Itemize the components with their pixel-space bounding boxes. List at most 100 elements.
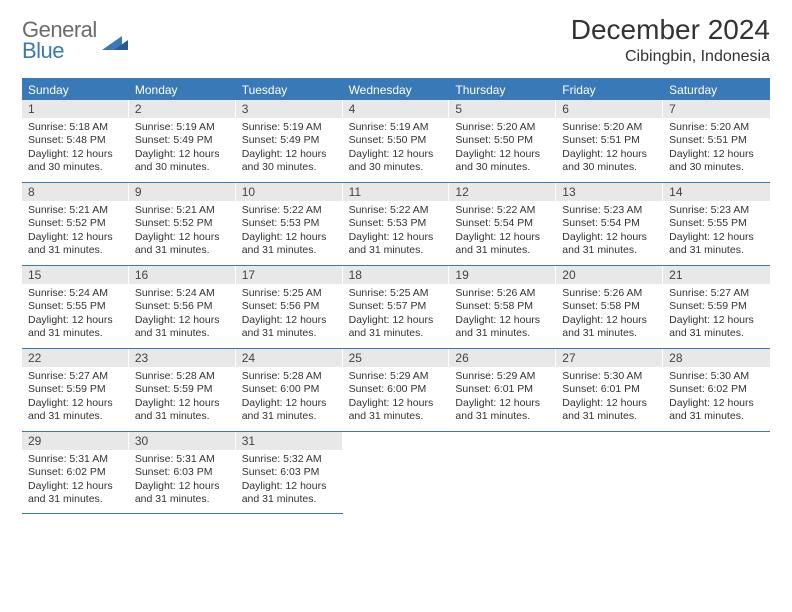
daylight-line: Daylight: 12 hours and 31 minutes. (562, 314, 657, 341)
day-number: 11 (343, 183, 450, 201)
weekday-header: Tuesday (236, 80, 343, 100)
day-number: 22 (22, 349, 129, 367)
week-row: 1Sunrise: 5:18 AMSunset: 5:48 PMDaylight… (22, 100, 770, 183)
day-number: 23 (129, 349, 236, 367)
day-number: 25 (343, 349, 450, 367)
day-body: Sunrise: 5:21 AMSunset: 5:52 PMDaylight:… (22, 201, 129, 264)
day-cell: 7Sunrise: 5:20 AMSunset: 5:51 PMDaylight… (663, 100, 770, 182)
day-body: Sunrise: 5:22 AMSunset: 5:53 PMDaylight:… (343, 201, 450, 264)
daylight-line: Daylight: 12 hours and 30 minutes. (669, 148, 764, 175)
weeks-container: 1Sunrise: 5:18 AMSunset: 5:48 PMDaylight… (22, 100, 770, 514)
day-number: 16 (129, 266, 236, 284)
day-cell: 10Sunrise: 5:22 AMSunset: 5:53 PMDayligh… (236, 183, 343, 265)
daylight-line: Daylight: 12 hours and 30 minutes. (562, 148, 657, 175)
day-body: Sunrise: 5:19 AMSunset: 5:49 PMDaylight:… (236, 118, 343, 181)
daylight-line: Daylight: 12 hours and 31 minutes. (28, 480, 123, 507)
weekday-header: Monday (129, 80, 236, 100)
sunrise-line: Sunrise: 5:31 AM (135, 453, 230, 466)
daylight-line: Daylight: 12 hours and 31 minutes. (135, 314, 230, 341)
day-body: Sunrise: 5:22 AMSunset: 5:54 PMDaylight:… (449, 201, 556, 264)
day-number: 2 (129, 100, 236, 118)
day-number: 6 (556, 100, 663, 118)
header: General Blue December 2024 Cibingbin, In… (22, 14, 770, 66)
day-body: Sunrise: 5:30 AMSunset: 6:01 PMDaylight:… (556, 367, 663, 430)
day-number: 7 (663, 100, 770, 118)
day-body: Sunrise: 5:20 AMSunset: 5:51 PMDaylight:… (663, 118, 770, 181)
daylight-line: Daylight: 12 hours and 31 minutes. (242, 231, 337, 258)
sunset-line: Sunset: 5:56 PM (135, 300, 230, 313)
day-body: Sunrise: 5:19 AMSunset: 5:50 PMDaylight:… (343, 118, 450, 181)
daylight-line: Daylight: 12 hours and 31 minutes. (135, 397, 230, 424)
sunrise-line: Sunrise: 5:19 AM (135, 121, 230, 134)
day-body: Sunrise: 5:19 AMSunset: 5:49 PMDaylight:… (129, 118, 236, 181)
day-number: 29 (22, 432, 129, 450)
weekday-header: Wednesday (343, 80, 450, 100)
daylight-line: Daylight: 12 hours and 31 minutes. (455, 314, 550, 341)
sunrise-line: Sunrise: 5:28 AM (135, 370, 230, 383)
day-body: Sunrise: 5:27 AMSunset: 5:59 PMDaylight:… (22, 367, 129, 430)
day-number: 27 (556, 349, 663, 367)
day-body: Sunrise: 5:28 AMSunset: 6:00 PMDaylight:… (236, 367, 343, 430)
day-body: Sunrise: 5:18 AMSunset: 5:48 PMDaylight:… (22, 118, 129, 181)
day-number: 3 (236, 100, 343, 118)
daylight-line: Daylight: 12 hours and 31 minutes. (669, 314, 764, 341)
daylight-line: Daylight: 12 hours and 31 minutes. (135, 231, 230, 258)
sunrise-line: Sunrise: 5:21 AM (135, 204, 230, 217)
day-cell: . (343, 432, 450, 514)
day-cell: 21Sunrise: 5:27 AMSunset: 5:59 PMDayligh… (663, 266, 770, 348)
day-number: 30 (129, 432, 236, 450)
day-cell: 11Sunrise: 5:22 AMSunset: 5:53 PMDayligh… (343, 183, 450, 265)
sunrise-line: Sunrise: 5:26 AM (455, 287, 550, 300)
sunrise-line: Sunrise: 5:20 AM (455, 121, 550, 134)
day-cell: 20Sunrise: 5:26 AMSunset: 5:58 PMDayligh… (556, 266, 663, 348)
day-cell: 29Sunrise: 5:31 AMSunset: 6:02 PMDayligh… (22, 432, 129, 514)
sunset-line: Sunset: 5:55 PM (669, 217, 764, 230)
sunrise-line: Sunrise: 5:32 AM (242, 453, 337, 466)
daylight-line: Daylight: 12 hours and 31 minutes. (349, 231, 444, 258)
logo-text: General Blue (22, 20, 97, 61)
day-cell: . (663, 432, 770, 514)
sunrise-line: Sunrise: 5:24 AM (28, 287, 123, 300)
day-body: Sunrise: 5:32 AMSunset: 6:03 PMDaylight:… (236, 450, 343, 513)
sunrise-line: Sunrise: 5:23 AM (669, 204, 764, 217)
day-number: 5 (449, 100, 556, 118)
sunrise-line: Sunrise: 5:26 AM (562, 287, 657, 300)
sunset-line: Sunset: 5:50 PM (455, 134, 550, 147)
sunset-line: Sunset: 5:53 PM (349, 217, 444, 230)
day-cell: 24Sunrise: 5:28 AMSunset: 6:00 PMDayligh… (236, 349, 343, 431)
day-body: Sunrise: 5:25 AMSunset: 5:57 PMDaylight:… (343, 284, 450, 347)
day-number: 9 (129, 183, 236, 201)
day-body: Sunrise: 5:28 AMSunset: 5:59 PMDaylight:… (129, 367, 236, 430)
sunrise-line: Sunrise: 5:25 AM (242, 287, 337, 300)
day-cell: 23Sunrise: 5:28 AMSunset: 5:59 PMDayligh… (129, 349, 236, 431)
sunset-line: Sunset: 5:48 PM (28, 134, 123, 147)
week-row: 22Sunrise: 5:27 AMSunset: 5:59 PMDayligh… (22, 349, 770, 432)
day-number: 8 (22, 183, 129, 201)
day-body: Sunrise: 5:24 AMSunset: 5:56 PMDaylight:… (129, 284, 236, 347)
daylight-line: Daylight: 12 hours and 31 minutes. (669, 397, 764, 424)
day-cell: 5Sunrise: 5:20 AMSunset: 5:50 PMDaylight… (449, 100, 556, 182)
sunset-line: Sunset: 5:52 PM (28, 217, 123, 230)
day-body: Sunrise: 5:29 AMSunset: 6:00 PMDaylight:… (343, 367, 450, 430)
weekday-header: Friday (556, 80, 663, 100)
sunrise-line: Sunrise: 5:23 AM (562, 204, 657, 217)
day-number: 10 (236, 183, 343, 201)
daylight-line: Daylight: 12 hours and 31 minutes. (242, 314, 337, 341)
sunset-line: Sunset: 5:54 PM (562, 217, 657, 230)
day-cell: 6Sunrise: 5:20 AMSunset: 5:51 PMDaylight… (556, 100, 663, 182)
sunrise-line: Sunrise: 5:18 AM (28, 121, 123, 134)
day-body: Sunrise: 5:27 AMSunset: 5:59 PMDaylight:… (663, 284, 770, 347)
day-number: 4 (343, 100, 450, 118)
sunset-line: Sunset: 5:58 PM (562, 300, 657, 313)
week-row: 29Sunrise: 5:31 AMSunset: 6:02 PMDayligh… (22, 432, 770, 514)
daylight-line: Daylight: 12 hours and 31 minutes. (562, 397, 657, 424)
sunrise-line: Sunrise: 5:20 AM (669, 121, 764, 134)
sunset-line: Sunset: 5:53 PM (242, 217, 337, 230)
logo-text-blue: Blue (22, 38, 64, 63)
month-title: December 2024 (571, 14, 770, 46)
day-body: Sunrise: 5:23 AMSunset: 5:55 PMDaylight:… (663, 201, 770, 264)
day-number: 31 (236, 432, 343, 450)
sunset-line: Sunset: 5:49 PM (135, 134, 230, 147)
day-cell: 12Sunrise: 5:22 AMSunset: 5:54 PMDayligh… (449, 183, 556, 265)
daylight-line: Daylight: 12 hours and 31 minutes. (455, 231, 550, 258)
